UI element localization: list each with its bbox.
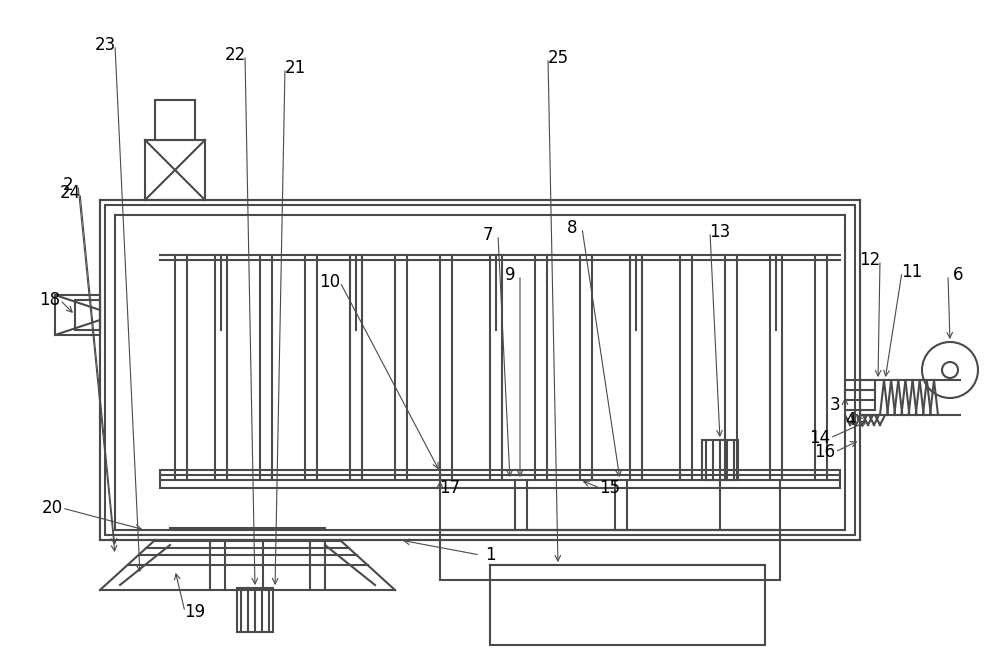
Text: 16: 16 xyxy=(814,443,836,461)
Bar xyxy=(155,100,195,140)
Bar xyxy=(702,440,738,480)
Text: 4: 4 xyxy=(845,411,855,429)
Text: 10: 10 xyxy=(319,273,341,291)
Bar xyxy=(490,565,765,645)
Text: 9: 9 xyxy=(505,266,515,284)
Text: 12: 12 xyxy=(859,251,881,269)
Bar xyxy=(75,300,100,330)
Text: 2: 2 xyxy=(63,176,73,194)
Text: 20: 20 xyxy=(41,499,63,517)
Bar xyxy=(100,200,860,540)
Text: 15: 15 xyxy=(599,479,621,497)
Text: 8: 8 xyxy=(567,219,577,237)
Text: 25: 25 xyxy=(547,49,569,67)
Text: 7: 7 xyxy=(483,226,493,244)
Text: 11: 11 xyxy=(901,263,923,281)
Text: 23: 23 xyxy=(94,36,116,54)
Text: 24: 24 xyxy=(59,184,81,202)
Text: 13: 13 xyxy=(709,223,731,241)
Text: 6: 6 xyxy=(953,266,963,284)
Text: 19: 19 xyxy=(184,603,206,621)
Bar xyxy=(145,140,205,200)
Bar xyxy=(440,530,780,580)
Bar xyxy=(105,205,855,535)
Bar xyxy=(237,588,273,632)
Text: 21: 21 xyxy=(284,59,306,77)
Bar xyxy=(845,380,875,410)
Text: 18: 18 xyxy=(39,291,61,309)
Text: 14: 14 xyxy=(809,429,831,447)
Text: 3: 3 xyxy=(830,396,840,414)
Text: 17: 17 xyxy=(439,479,461,497)
Text: 22: 22 xyxy=(224,46,246,64)
Bar xyxy=(160,470,840,488)
Bar xyxy=(55,295,100,335)
Text: 1: 1 xyxy=(485,546,495,564)
